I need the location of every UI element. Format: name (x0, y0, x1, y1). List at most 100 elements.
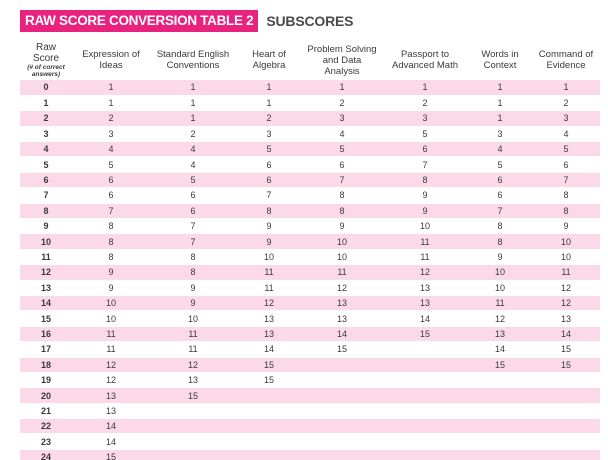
subscore-cell: 7 (72, 203, 150, 220)
raw-score-cell: 12 (20, 264, 72, 281)
subscore-cell: 1 (468, 95, 532, 112)
table-row: 13 9 9 11 12 13 10 12 (20, 280, 600, 296)
subscore-cell: 13 (236, 310, 302, 327)
subscore-cell (468, 387, 532, 404)
raw-score-cell: 21 (20, 403, 72, 420)
raw-score-cell: 9 (20, 218, 72, 235)
subscore-cell: 11 (382, 233, 468, 250)
subscore-cell: 6 (72, 187, 150, 204)
subscore-cell: 10 (302, 233, 382, 250)
raw-score-cell: 3 (20, 126, 72, 143)
raw-score-cell: 5 (20, 156, 72, 173)
subscore-cell: 3 (532, 110, 600, 127)
subscore-cell: 11 (236, 280, 302, 296)
subscore-cell: 11 (302, 264, 382, 281)
subscore-cell: 12 (150, 357, 236, 373)
subscore-cell: 1 (236, 95, 302, 112)
table-row: 11 8 8 10 10 11 9 10 (20, 249, 600, 266)
subscore-cell (236, 387, 302, 404)
subscore-cell: 5 (468, 156, 532, 173)
subscore-cell (382, 449, 468, 460)
subscore-cell (382, 403, 468, 420)
subscore-cell: 12 (532, 280, 600, 296)
subscore-cell: 6 (468, 172, 532, 189)
table-row: 21 13 (20, 403, 600, 420)
raw-score-cell: 6 (20, 172, 72, 189)
subscore-cell: 8 (72, 218, 150, 235)
subscore-cell: 15 (532, 357, 600, 373)
subscore-cell: 15 (150, 387, 236, 404)
subscore-cell: 10 (236, 249, 302, 266)
subscore-cell: 11 (72, 341, 150, 358)
subscore-cell: 4 (72, 141, 150, 158)
subscore-cell: 13 (236, 326, 302, 343)
subscore-cell: 9 (236, 218, 302, 235)
subscore-cell (150, 403, 236, 420)
raw-score-cell: 4 (20, 141, 72, 158)
subscore-cell: 6 (236, 172, 302, 189)
subscore-cell: 11 (532, 264, 600, 281)
subscore-cell: 2 (236, 110, 302, 127)
subscore-cell (468, 372, 532, 389)
subscore-cell: 10 (72, 310, 150, 327)
subscore-cell (236, 418, 302, 435)
subscore-cell: 14 (382, 310, 468, 327)
subscore-cell (468, 449, 532, 460)
raw-score-cell: 17 (20, 341, 72, 358)
subscore-cell: 6 (532, 156, 600, 173)
subscore-cell: 4 (150, 141, 236, 158)
subscore-cell (532, 433, 600, 450)
subscore-cell: 10 (382, 218, 468, 235)
subscore-cell (532, 418, 600, 435)
table-row: 20 13 15 (20, 387, 600, 404)
column-header: Standard English Conventions (156, 49, 230, 71)
table-row: 14 10 9 12 13 13 11 12 (20, 295, 600, 312)
subscore-cell (468, 418, 532, 435)
subscore-cell (382, 341, 468, 358)
table-row: 9 8 7 9 9 10 8 9 (20, 218, 600, 235)
raw-score-cell: 7 (20, 187, 72, 204)
subscore-cell: 4 (532, 126, 600, 143)
raw-score-cell: 14 (20, 295, 72, 312)
subscore-cell (532, 372, 600, 389)
subscore-cell: 6 (468, 187, 532, 204)
subscore-cell: 7 (468, 203, 532, 220)
subscore-cell: 1 (150, 110, 236, 127)
raw-score-cell: 8 (20, 203, 72, 220)
subscore-cell (532, 403, 600, 420)
subscore-cell: 15 (382, 326, 468, 343)
column-header: Command of Evidence (538, 49, 594, 71)
table-row: 19 12 13 15 (20, 372, 600, 389)
subscore-cell (382, 387, 468, 404)
subscore-cell: 8 (302, 187, 382, 204)
subscore-cell: 7 (150, 218, 236, 235)
subscore-cell: 9 (150, 295, 236, 312)
subscore-cell: 3 (468, 126, 532, 143)
column-header: Words in Context (481, 49, 519, 71)
subscore-cell: 3 (72, 126, 150, 143)
subscore-cell: 6 (236, 156, 302, 173)
subscore-cell (382, 357, 468, 373)
subscore-cell: 1 (302, 80, 382, 96)
subscore-cell (302, 387, 382, 404)
raw-score-cell: 1 (20, 95, 72, 112)
raw-score-cell: 19 (20, 372, 72, 389)
table-row: 10 8 7 9 10 11 8 10 (20, 233, 600, 250)
subscore-cell: 10 (532, 233, 600, 250)
subscore-cell: 8 (236, 203, 302, 220)
subscore-cell (532, 387, 600, 404)
subscore-cell: 1 (532, 80, 600, 96)
raw-score-cell: 18 (20, 357, 72, 373)
subscore-cell: 14 (302, 326, 382, 343)
subscore-cell (382, 433, 468, 450)
table-row: 15 10 10 13 13 14 12 13 (20, 310, 600, 327)
subscore-cell: 2 (72, 110, 150, 127)
subscore-cell: 6 (382, 141, 468, 158)
header-row: Raw Score (# of correct answers) Express… (20, 40, 600, 80)
subscore-cell: 1 (150, 80, 236, 96)
subscore-cell: 10 (150, 310, 236, 327)
